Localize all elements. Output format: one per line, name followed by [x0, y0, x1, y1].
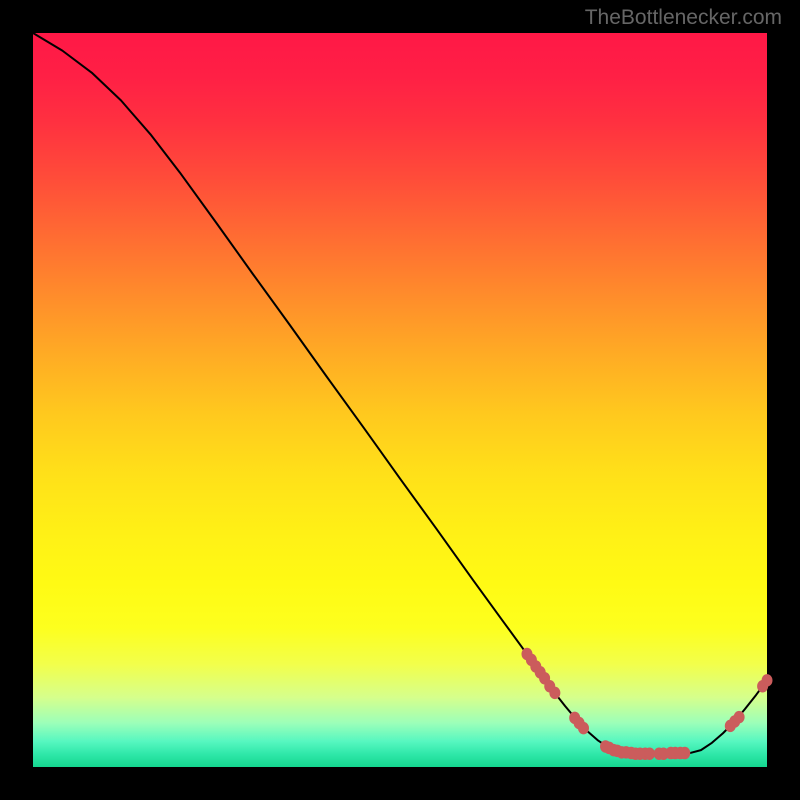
data-marker [579, 722, 589, 734]
data-marker [734, 711, 744, 723]
stage: TheBottlenecker.com [0, 0, 800, 800]
data-marker [680, 747, 690, 759]
bottleneck-curve [33, 33, 767, 754]
data-marker [550, 687, 560, 699]
marker-group [522, 648, 772, 759]
watermark-label: TheBottlenecker.com [585, 6, 782, 30]
plot-area [33, 33, 767, 767]
data-marker [645, 748, 655, 760]
curve-layer [33, 33, 767, 767]
data-marker [762, 675, 772, 687]
